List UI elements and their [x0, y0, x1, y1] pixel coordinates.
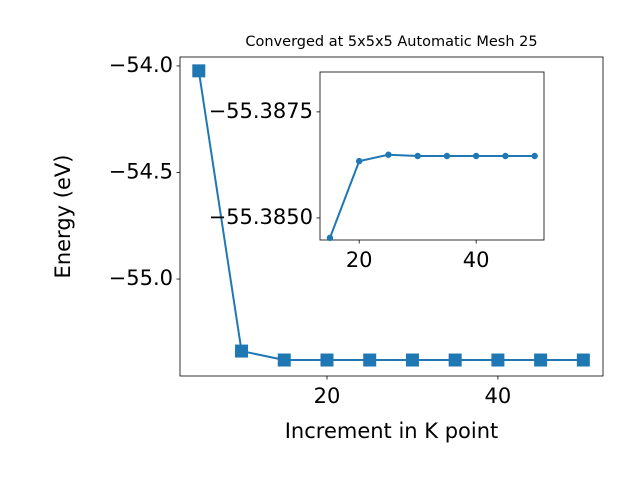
x-tick-label: 20 — [346, 248, 373, 272]
x-tick-label: 40 — [485, 384, 512, 408]
x-axis-label: Increment in K point — [285, 419, 499, 443]
y-axis-label: Energy (eV) — [51, 155, 75, 279]
data-line — [329, 153, 535, 239]
data-point — [531, 152, 538, 160]
data-point — [502, 152, 509, 160]
data-point — [443, 152, 451, 160]
data-line — [197, 70, 584, 362]
data-point — [534, 353, 548, 367]
data-point — [192, 64, 206, 78]
data-point — [448, 353, 462, 367]
y-tick-label: −55.0 — [109, 266, 173, 290]
data-point — [277, 353, 291, 367]
chart-title: Converged at 5x5x5 Automatic Mesh 25 — [245, 34, 537, 50]
data-point — [320, 353, 334, 367]
y-tick-label: −55.3875 — [209, 99, 313, 123]
data-point — [472, 152, 480, 160]
x-tick-label: 20 — [314, 384, 341, 408]
y-tick-label: −54.5 — [109, 159, 173, 183]
data-point — [355, 157, 363, 165]
data-point — [491, 353, 505, 367]
data-point — [576, 353, 590, 367]
data-point — [414, 152, 421, 160]
x-tick-label: 40 — [463, 248, 490, 272]
data-point — [326, 234, 334, 242]
data-point — [235, 344, 249, 358]
data-point — [385, 151, 392, 158]
data-point — [405, 353, 419, 367]
y-tick-label: −54.0 — [109, 53, 173, 77]
data-point — [363, 353, 377, 367]
y-tick-label: −55.3850 — [209, 205, 313, 229]
